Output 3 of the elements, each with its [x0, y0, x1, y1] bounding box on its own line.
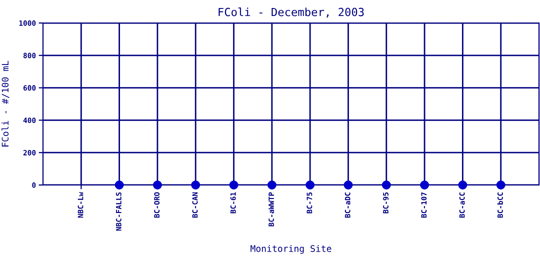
- x-axis-title: Monitoring Site: [250, 244, 332, 254]
- y-axis-title: FColi - #/100 mL: [2, 60, 10, 146]
- chart-title: FColi - December, 2003: [218, 8, 364, 18]
